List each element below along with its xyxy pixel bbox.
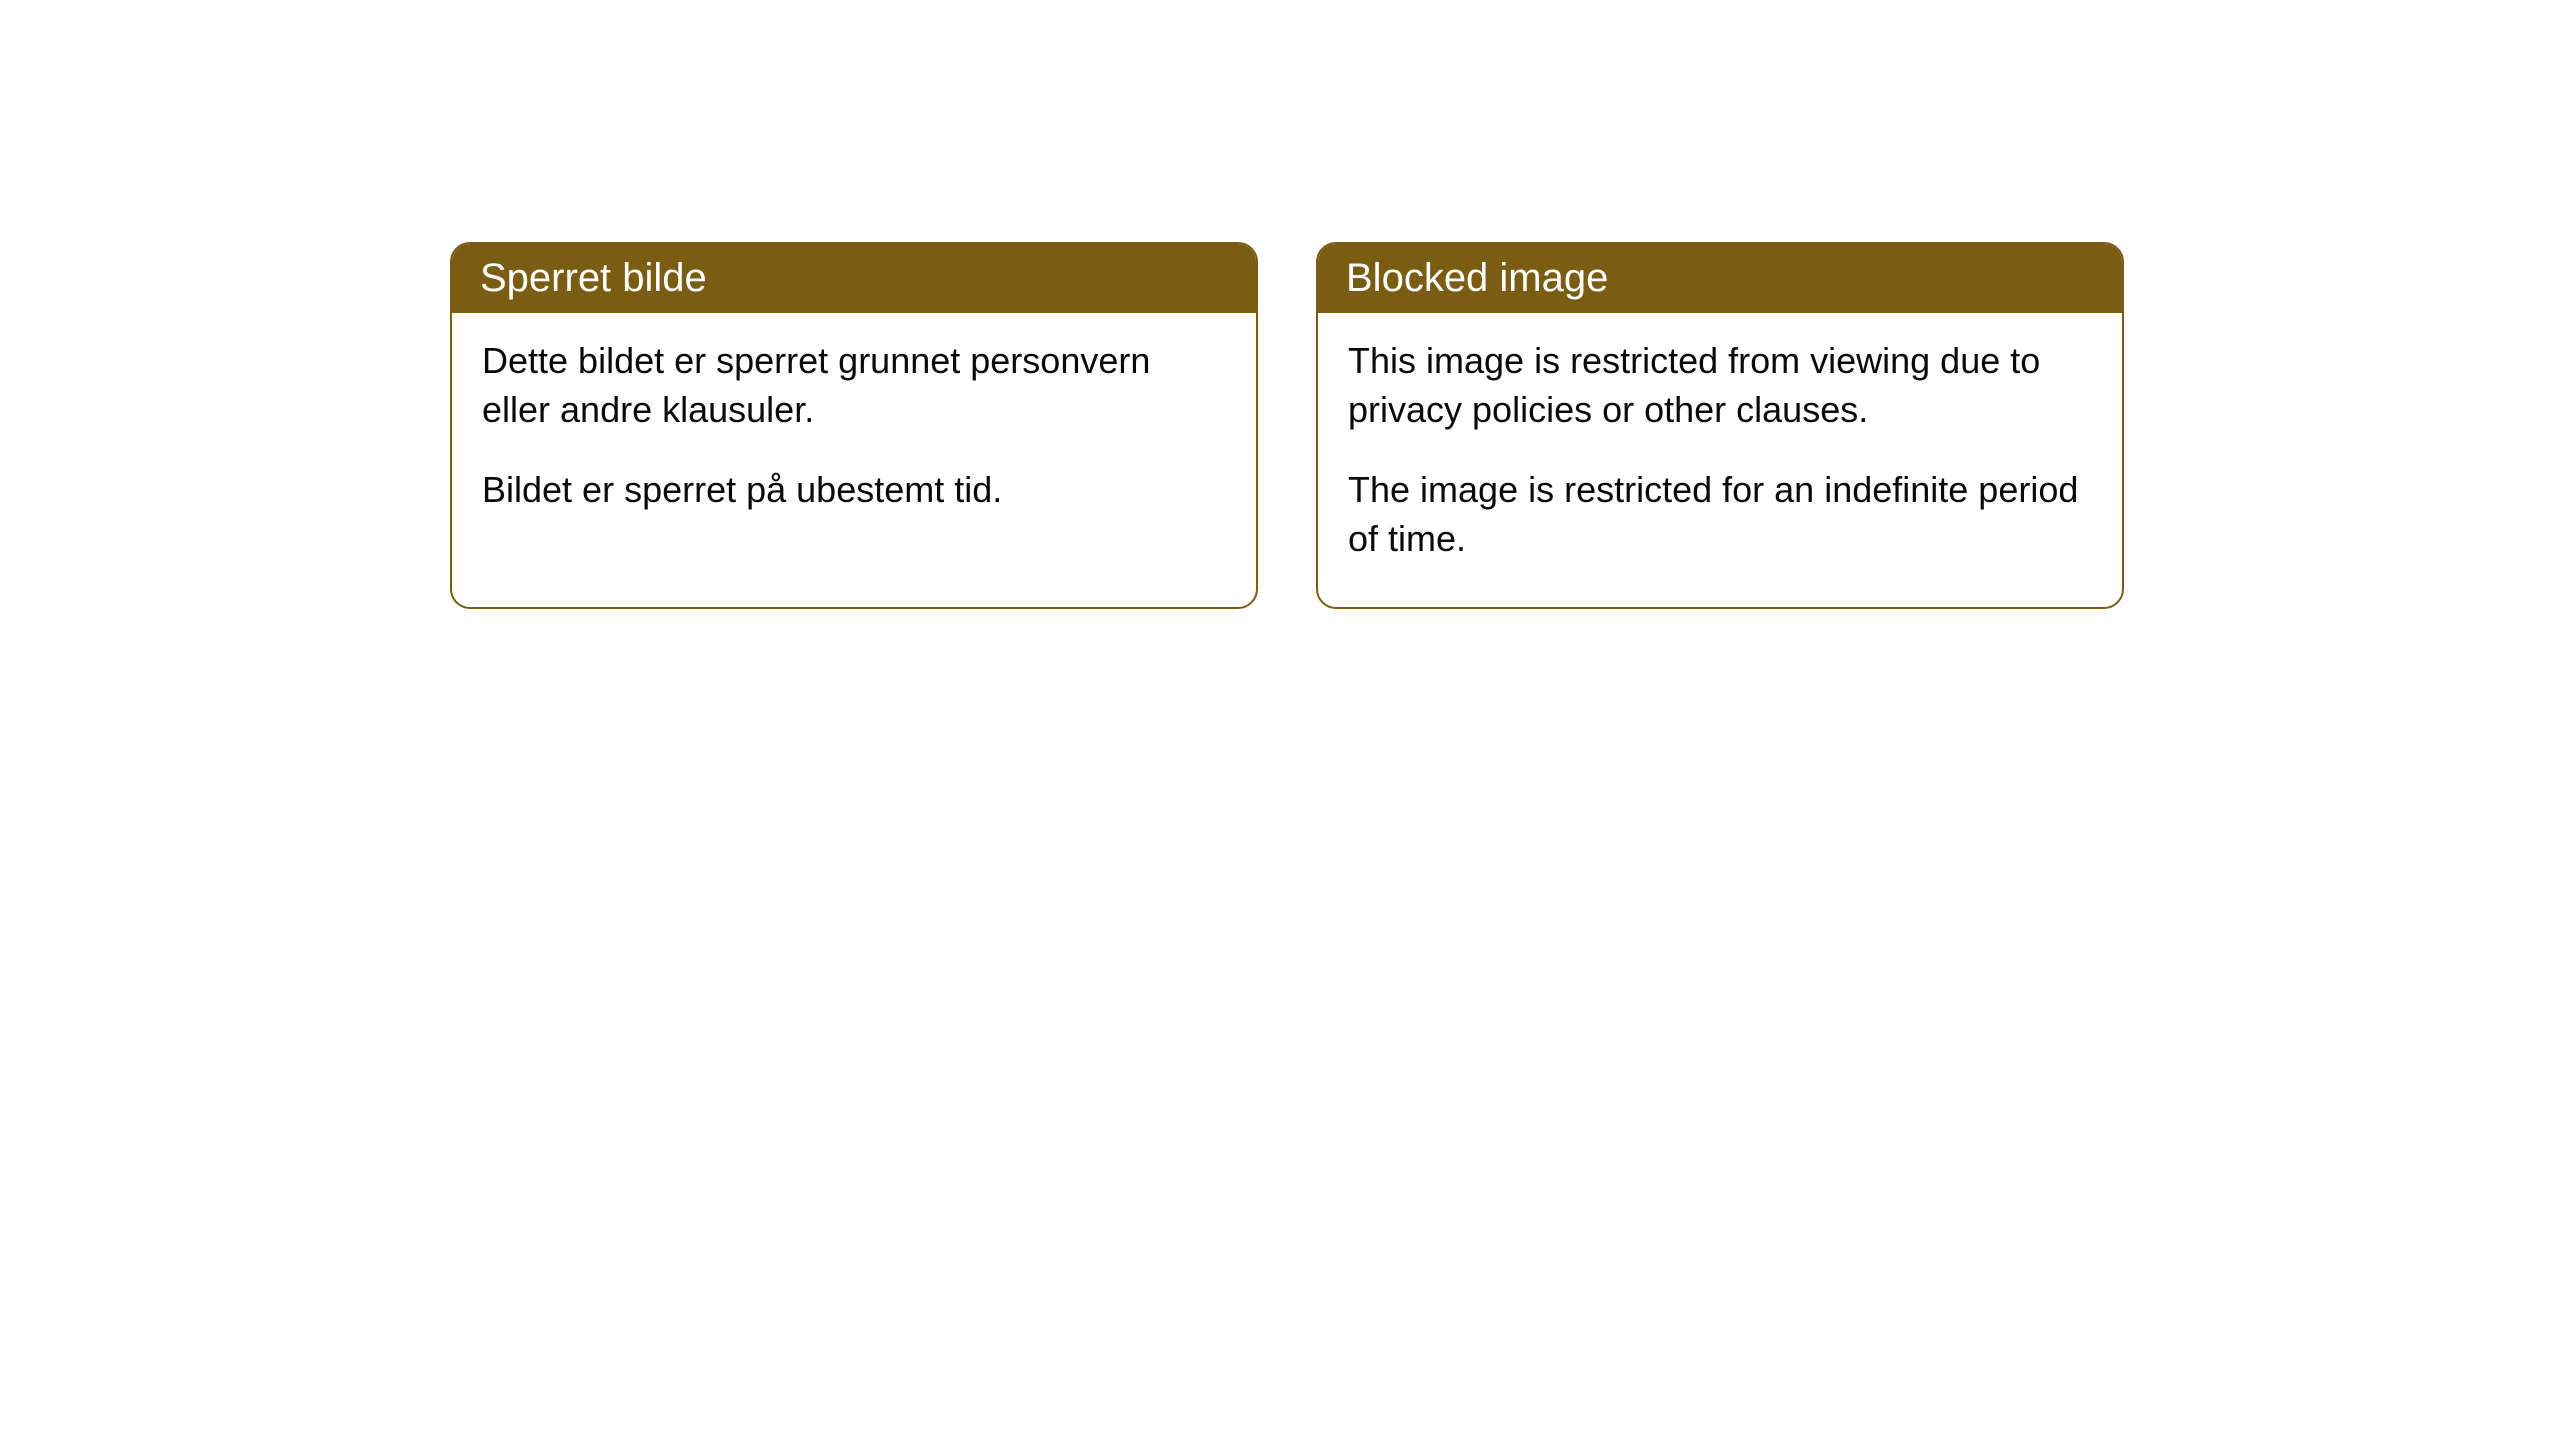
card-paragraph-no-1: Dette bildet er sperret grunnet personve… xyxy=(482,337,1226,434)
blocked-image-card-no: Sperret bilde Dette bildet er sperret gr… xyxy=(450,242,1258,609)
card-paragraph-en-2: The image is restricted for an indefinit… xyxy=(1348,466,2092,563)
card-header-no: Sperret bilde xyxy=(452,244,1256,313)
blocked-image-card-en: Blocked image This image is restricted f… xyxy=(1316,242,2124,609)
card-body-en: This image is restricted from viewing du… xyxy=(1318,313,2122,607)
cards-container: Sperret bilde Dette bildet er sperret gr… xyxy=(0,0,2560,609)
card-header-en: Blocked image xyxy=(1318,244,2122,313)
card-paragraph-no-2: Bildet er sperret på ubestemt tid. xyxy=(482,466,1226,515)
card-title-no: Sperret bilde xyxy=(480,256,707,300)
card-body-no: Dette bildet er sperret grunnet personve… xyxy=(452,313,1256,559)
card-paragraph-en-1: This image is restricted from viewing du… xyxy=(1348,337,2092,434)
card-title-en: Blocked image xyxy=(1346,256,1608,300)
